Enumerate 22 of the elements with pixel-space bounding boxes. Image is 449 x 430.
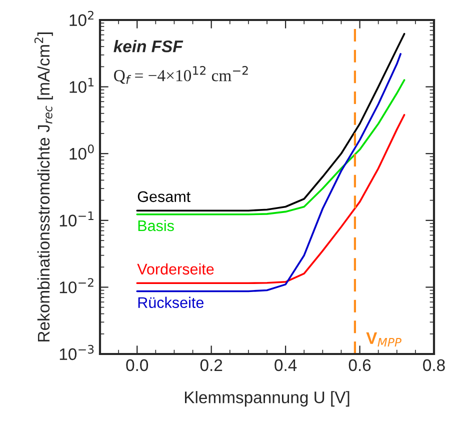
line-series	[136, 114, 406, 284]
y-tick-label: 10$^{−3}$	[60, 344, 94, 360]
series-label: Vorderseite	[137, 263, 214, 275]
annotation: Q$_{f}$ = −4×10$^{12}$ cm$^{−2}$	[114, 66, 248, 84]
y-axis-title: Rekombinationsstromdichte J$_{rec}$ [mA/cm$^{2}$]	[34, 32, 53, 342]
y-tick-label: 10$^{−1}$	[60, 211, 94, 226]
ref-line-label: V$_{MPP}$	[366, 332, 402, 347]
series-label: Rückseite	[138, 296, 204, 308]
x-tick-label: 0.0	[126, 359, 148, 372]
y-tick-label: 10$^{2}$	[70, 10, 94, 26]
line-series	[136, 53, 402, 292]
series-label: Gesamt	[138, 191, 190, 202]
x-tick-label: 0.6	[348, 359, 371, 372]
x-axis-title: Klemmspannung U [V]	[184, 391, 350, 407]
x-tick-label: 0.2	[200, 359, 222, 372]
y-tick-label: 10$^{0}$	[70, 144, 94, 160]
series-label: Basis	[138, 220, 174, 232]
x-tick-label: 0.8	[423, 359, 445, 372]
x-tick-label: 0.4	[274, 359, 297, 372]
y-tick-label: 10$^{−2}$	[60, 278, 94, 294]
annotation: kein FSF	[114, 40, 184, 52]
y-tick-label: 10$^{1}$	[70, 78, 94, 93]
